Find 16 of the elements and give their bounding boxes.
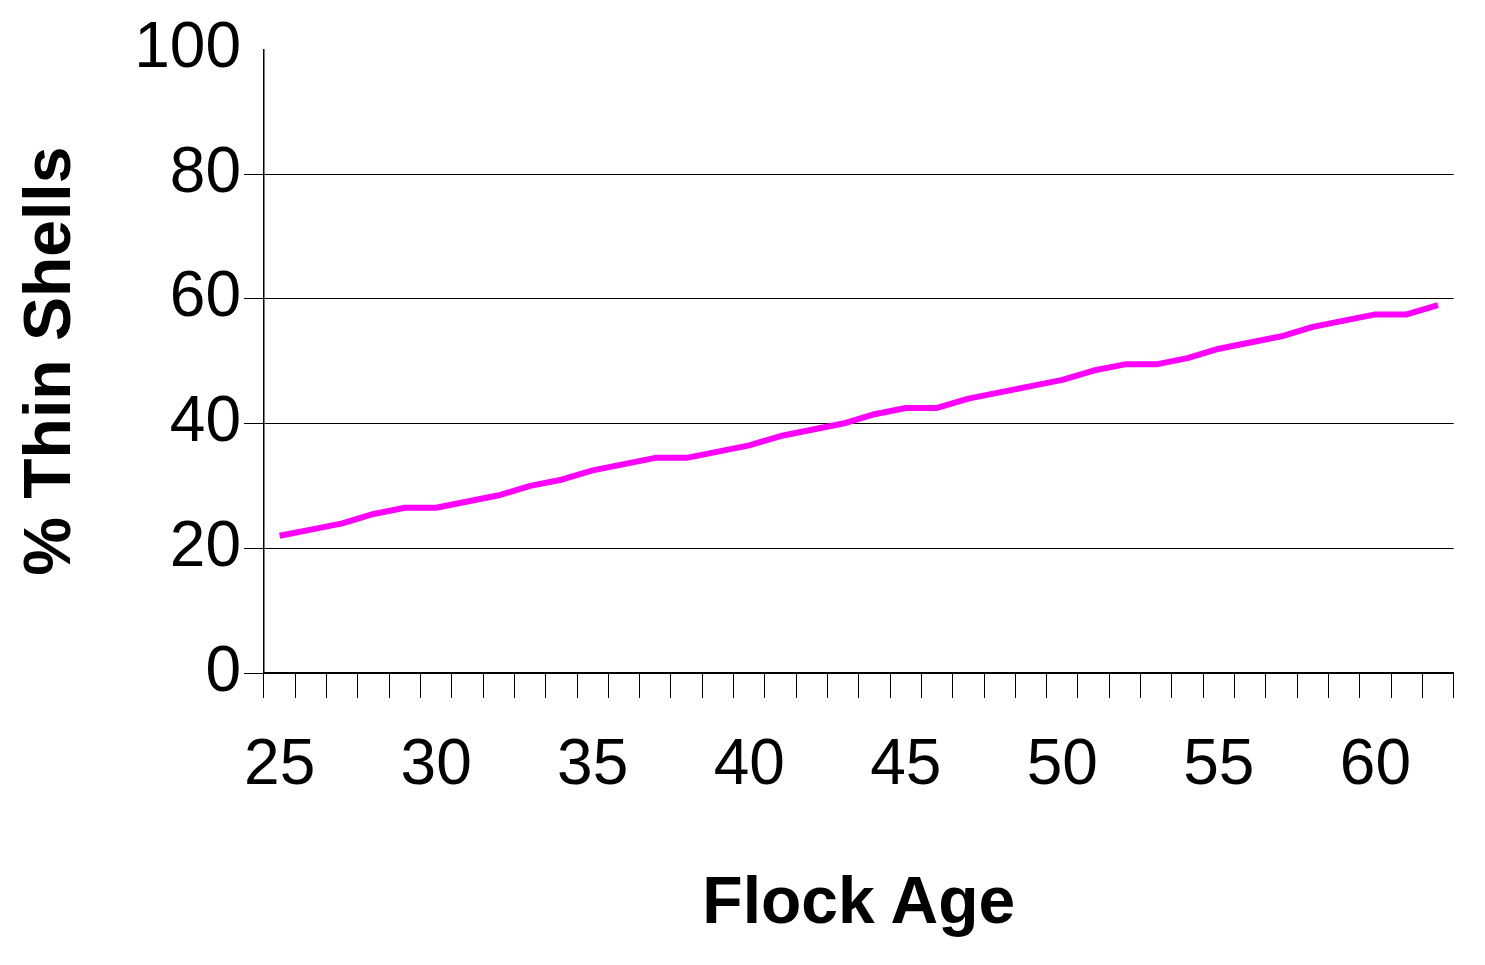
y-tick-label: 100	[134, 9, 241, 82]
x-tick-label: 25	[244, 726, 316, 799]
x-tick-label: 30	[400, 726, 472, 799]
y-tick-label: 60	[169, 258, 241, 331]
y-tick-label: 40	[169, 383, 241, 456]
x-tick-label: 45	[870, 726, 942, 799]
y-tick-label: 0	[205, 632, 241, 705]
x-tick-label: 55	[1183, 726, 1255, 799]
x-tick-label: 35	[557, 726, 629, 799]
y-axis-title: % Thin Shells	[9, 146, 84, 576]
x-tick-label: 50	[1026, 726, 1098, 799]
x-tick-label: 60	[1339, 726, 1411, 799]
x-axis-title: Flock Age	[702, 862, 1016, 937]
y-tick-label: 20	[169, 507, 241, 580]
y-tick-label: 80	[169, 133, 241, 206]
x-tick-label: 40	[713, 726, 785, 799]
